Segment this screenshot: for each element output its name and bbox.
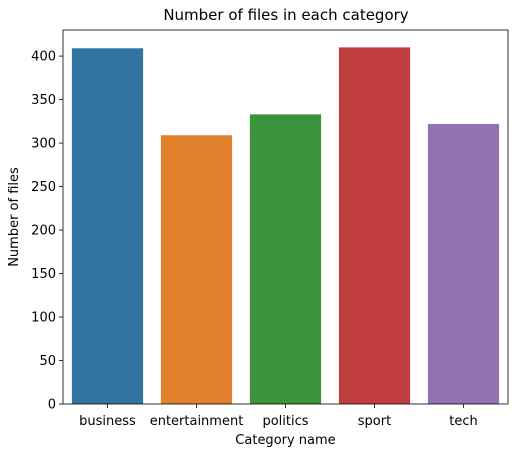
- bar-politics: [249, 114, 322, 405]
- bar-entertainment: [160, 135, 233, 404]
- y-tick-label-50: 50: [39, 354, 56, 369]
- y-tick-label-250: 250: [31, 180, 56, 195]
- y-axis-label: Number of files: [7, 167, 22, 267]
- y-tick-label-100: 100: [31, 311, 56, 326]
- bars-group: [71, 47, 500, 405]
- x-tick-label-tech: tech: [449, 414, 477, 429]
- y-axis: 0 50 100 150 200 250 300 350 400: [31, 50, 63, 413]
- y-tick-label-150: 150: [31, 267, 56, 282]
- x-tick-label-entertainment: entertainment: [150, 414, 244, 429]
- y-tick-label-400: 400: [31, 50, 56, 65]
- bar-tech: [427, 123, 500, 405]
- y-tick-label-200: 200: [31, 224, 56, 239]
- y-tick-label-0: 0: [48, 398, 56, 413]
- x-tick-label-business: business: [79, 414, 136, 429]
- x-axis-label: Category name: [235, 433, 335, 448]
- x-tick-label-politics: politics: [262, 414, 308, 429]
- x-tick-label-sport: sport: [358, 414, 391, 429]
- y-tick-label-300: 300: [31, 137, 56, 152]
- bar-business: [71, 48, 144, 405]
- bar-sport: [338, 47, 411, 404]
- x-axis: business entertainment politics sport tech: [79, 404, 478, 429]
- chart-title: Number of files in each category: [163, 6, 408, 24]
- plot-frame: [62, 29, 509, 405]
- y-tick-label-350: 350: [31, 93, 56, 108]
